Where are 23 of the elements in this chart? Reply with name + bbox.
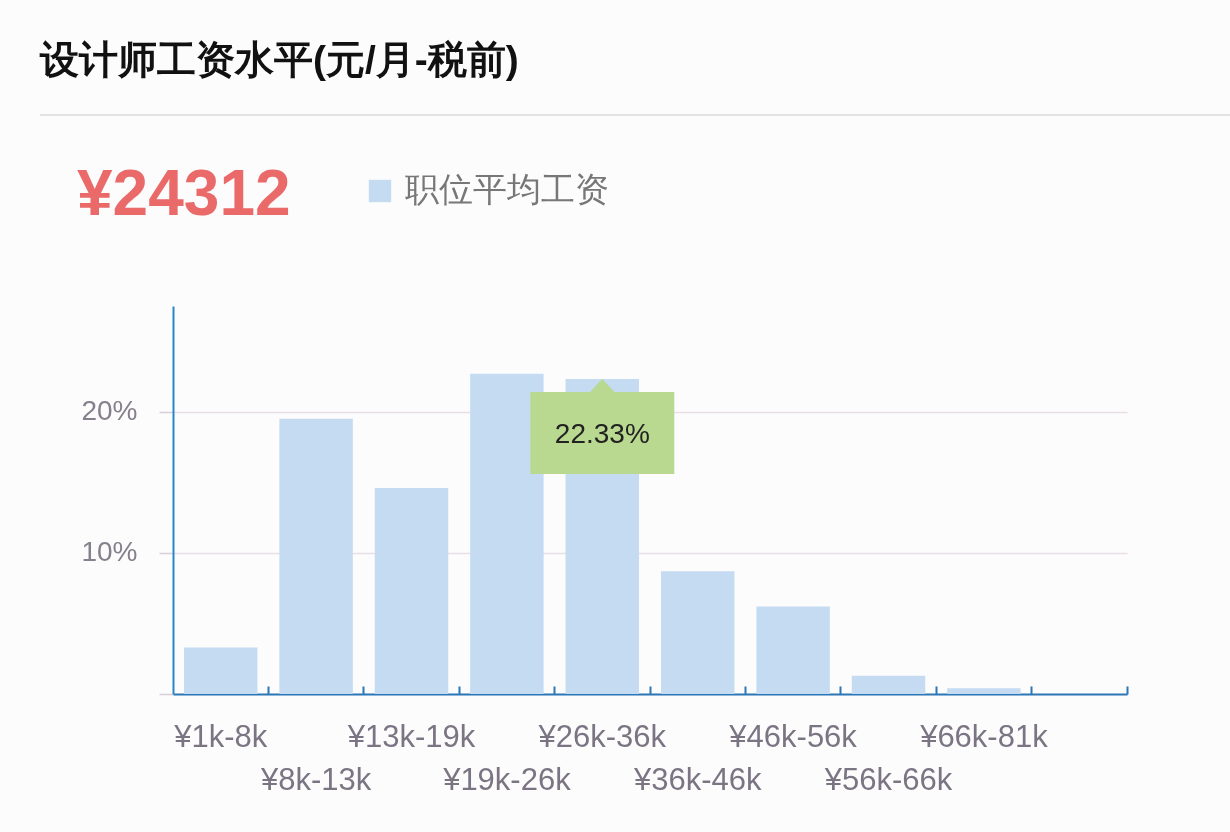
x-tick-label: ¥26k-36k xyxy=(537,718,667,754)
bar xyxy=(374,488,449,694)
x-tick-label: ¥13k-19k xyxy=(346,718,476,754)
y-tick-label: 20% xyxy=(81,395,138,427)
bar xyxy=(183,647,258,694)
x-tick-label: ¥66k-81k xyxy=(919,718,1049,754)
text: ¥24312 xyxy=(77,157,291,229)
bar xyxy=(851,675,926,694)
data-label: 22.33% xyxy=(554,417,650,449)
chart-title: 设计师工资水平(元/月-税前) xyxy=(39,38,519,81)
bar xyxy=(470,373,544,694)
x-tick-label: ¥8k-13k xyxy=(259,761,372,797)
legend-label: 职位平均工资 xyxy=(405,170,609,208)
bar xyxy=(947,688,1021,694)
x-tick-label: ¥46k-56k xyxy=(728,718,858,754)
x-tick-label: ¥56k-66k xyxy=(823,761,953,797)
bar xyxy=(279,418,353,694)
y-tick-label: 10% xyxy=(81,536,138,568)
x-tick-label: ¥19k-26k xyxy=(442,761,572,797)
x-tick-label: ¥36k-46k xyxy=(632,761,762,797)
bar xyxy=(756,606,830,694)
bar xyxy=(660,571,735,694)
x-tick-label: ¥1k-8k xyxy=(173,718,268,754)
